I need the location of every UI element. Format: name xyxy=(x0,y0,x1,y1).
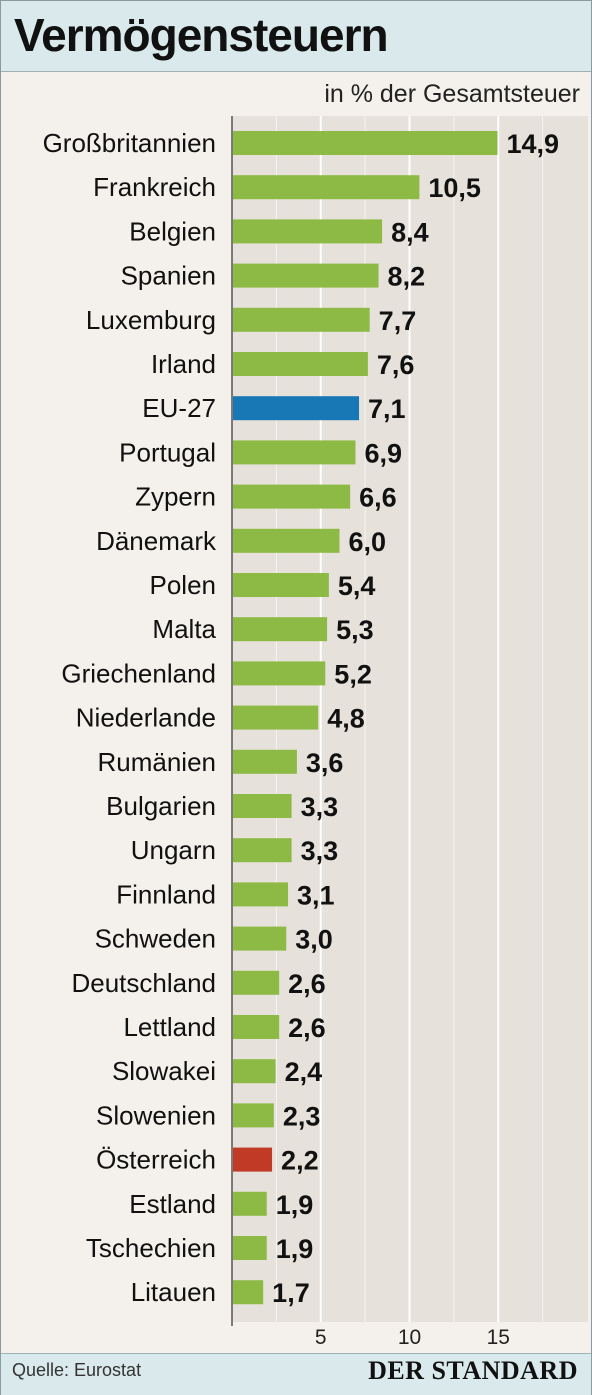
value-label: 4,8 xyxy=(327,704,365,734)
bar xyxy=(233,970,280,995)
value-label: 7,1 xyxy=(368,394,406,424)
value-label: 6,6 xyxy=(359,483,397,513)
category-label: Frankreich xyxy=(93,172,216,202)
value-label: 2,3 xyxy=(283,1101,321,1131)
value-label: 3,3 xyxy=(301,836,339,866)
bar xyxy=(233,307,370,332)
value-label: 2,6 xyxy=(288,969,326,999)
bar xyxy=(233,528,340,553)
category-label: Schweden xyxy=(95,924,216,954)
footer-band xyxy=(1,1353,591,1395)
value-label: 10,5 xyxy=(428,173,481,203)
value-label: 3,6 xyxy=(306,748,344,778)
bar xyxy=(233,1015,280,1039)
category-label: Luxemburg xyxy=(86,305,216,335)
bar xyxy=(233,484,351,509)
bar xyxy=(233,705,319,730)
value-label: 8,4 xyxy=(391,217,429,247)
value-label: 6,9 xyxy=(364,438,402,468)
category-label: Spanien xyxy=(121,261,216,291)
category-label: Polen xyxy=(150,570,217,600)
value-label: 2,4 xyxy=(285,1057,323,1087)
x-tick-label: 5 xyxy=(315,1326,327,1349)
value-label: 5,3 xyxy=(336,615,374,645)
bar xyxy=(233,749,297,774)
category-label: Portugal xyxy=(119,437,216,467)
bar xyxy=(233,838,292,863)
category-label: Malta xyxy=(152,614,216,644)
bar xyxy=(233,1147,273,1172)
value-label: 3,3 xyxy=(301,792,339,822)
bar xyxy=(233,1280,264,1305)
category-label: Griechenland xyxy=(61,658,216,688)
category-label: Deutschland xyxy=(71,968,216,998)
bar xyxy=(233,926,287,951)
category-label: Niederlande xyxy=(76,703,216,733)
bar xyxy=(233,352,368,376)
category-label: Tschechien xyxy=(86,1233,216,1263)
source-note: Quelle: Eurostat xyxy=(12,1360,142,1380)
bar xyxy=(233,1191,267,1216)
value-label: 14,9 xyxy=(506,129,559,159)
title-band xyxy=(1,1,591,72)
x-tick-label: 10 xyxy=(398,1326,421,1349)
value-label: 8,2 xyxy=(388,262,426,292)
bar-chart: 5 10 15 Großbritannien 14,9 Frankreich 10,5 Bel… xyxy=(43,116,588,1349)
category-label: Irland xyxy=(151,349,216,379)
category-label: Finnland xyxy=(116,879,216,909)
category-label: Litauen xyxy=(131,1277,216,1307)
bar xyxy=(233,1236,267,1260)
category-label: EU-27 xyxy=(142,393,216,423)
bar xyxy=(233,794,292,818)
category-label: Dänemark xyxy=(96,526,217,556)
category-label: Estland xyxy=(129,1189,216,1219)
value-label: 3,1 xyxy=(297,880,335,910)
value-label: 1,7 xyxy=(272,1278,310,1308)
bar xyxy=(233,617,328,642)
bar xyxy=(233,131,498,155)
category-label: Belgien xyxy=(129,216,216,246)
category-label: Zypern xyxy=(135,482,216,512)
x-tick-label: 15 xyxy=(487,1326,510,1349)
value-label: 7,7 xyxy=(379,306,417,336)
value-label: 2,6 xyxy=(288,1013,326,1043)
value-label: 2,2 xyxy=(281,1146,319,1176)
value-label: 5,2 xyxy=(334,659,372,689)
bar xyxy=(233,573,329,597)
bar xyxy=(233,175,420,200)
category-label: Bulgarien xyxy=(106,791,216,821)
chart-subtitle: in % der Gesamtsteuer xyxy=(324,80,580,108)
bar xyxy=(233,219,383,244)
category-label: Lettland xyxy=(123,1012,216,1042)
value-label: 3,0 xyxy=(295,925,333,955)
value-label: 5,4 xyxy=(338,571,376,601)
value-label: 1,9 xyxy=(276,1234,314,1264)
category-label: Ungarn xyxy=(131,835,216,865)
bar xyxy=(233,661,326,686)
bar xyxy=(233,263,379,288)
category-label: Großbritannien xyxy=(43,128,216,158)
bar xyxy=(233,1059,276,1084)
bar xyxy=(233,1103,274,1128)
publisher-logo: DER STANDARD xyxy=(368,1356,578,1385)
category-label: Rumänien xyxy=(97,747,216,777)
bar xyxy=(233,882,289,907)
category-label: Slowenien xyxy=(96,1100,216,1130)
category-label: Österreich xyxy=(96,1145,216,1175)
bar xyxy=(233,440,356,465)
bar xyxy=(233,396,360,421)
value-label: 7,6 xyxy=(377,350,415,380)
chart-title: Vermögensteuern xyxy=(14,9,389,61)
value-label: 1,9 xyxy=(276,1190,314,1220)
category-label: Slowakei xyxy=(112,1056,216,1086)
value-label: 6,0 xyxy=(349,527,387,557)
